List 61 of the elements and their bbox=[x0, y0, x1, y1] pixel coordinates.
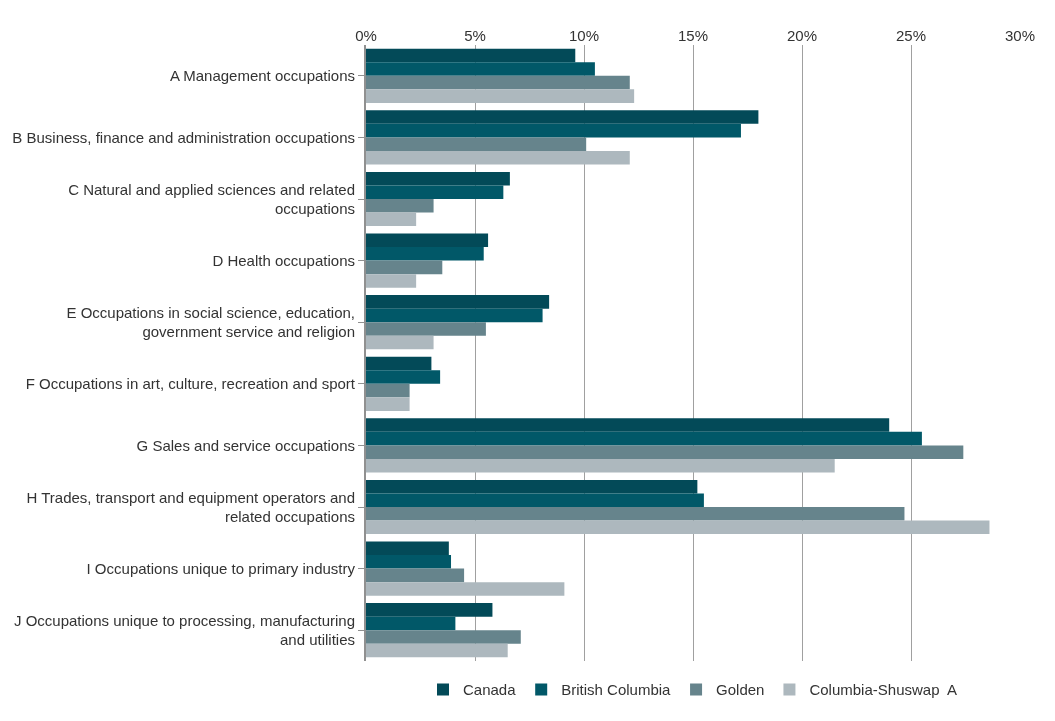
bar bbox=[366, 643, 508, 658]
legend-label: British Columbia bbox=[561, 681, 672, 699]
bar bbox=[366, 75, 630, 90]
bar bbox=[366, 335, 434, 350]
bar bbox=[366, 383, 410, 398]
bar bbox=[366, 123, 741, 138]
bar bbox=[366, 431, 922, 446]
bar bbox=[366, 171, 510, 186]
y-tick-label: B Business, finance and administration occupations bbox=[12, 128, 355, 146]
x-tick-label: 5% bbox=[464, 27, 486, 44]
x-tick-label: 15% bbox=[677, 27, 709, 44]
bar bbox=[366, 568, 465, 583]
bar bbox=[366, 582, 565, 596]
y-tick-label: C Natural and applied sciences and related occupations bbox=[68, 180, 355, 217]
bar bbox=[366, 185, 504, 199]
x-tick-label: 0% bbox=[355, 27, 377, 44]
legend-label: Golden bbox=[716, 681, 765, 699]
bar bbox=[366, 370, 441, 384]
bar bbox=[366, 418, 890, 432]
bar bbox=[366, 233, 489, 248]
bar bbox=[366, 89, 635, 103]
x-tick-label: 30% bbox=[1004, 27, 1036, 44]
y-tick-label: J Occupations unique to processing, manufacturing and utilities bbox=[13, 611, 355, 649]
y-tick-label: E Occupations in social science, education, government service and religion bbox=[66, 303, 355, 341]
y-tick-label: F Occupations in art, culture, recreation and sport bbox=[25, 375, 356, 393]
bar bbox=[366, 62, 595, 76]
legend-label: Columbia-Shuswap A bbox=[809, 681, 958, 699]
bar bbox=[366, 247, 484, 261]
bar bbox=[366, 295, 550, 309]
bar bbox=[366, 555, 452, 569]
y-tick-label: G Sales and service occupations bbox=[136, 436, 355, 454]
bar bbox=[366, 541, 449, 556]
y-tick-label: I Occupations unique to primary industry bbox=[86, 559, 356, 577]
bar bbox=[366, 308, 543, 323]
bar bbox=[366, 150, 630, 165]
bar bbox=[366, 493, 704, 507]
bar bbox=[366, 110, 759, 124]
bar bbox=[366, 603, 493, 617]
y-tick-label: D Health occupations bbox=[212, 251, 355, 269]
bar bbox=[366, 445, 964, 459]
bar bbox=[366, 520, 990, 535]
x-tick-label: 10% bbox=[568, 27, 600, 44]
bar bbox=[366, 137, 587, 151]
bar bbox=[366, 260, 443, 275]
bar bbox=[366, 479, 698, 494]
bar bbox=[366, 48, 576, 63]
bar bbox=[366, 199, 434, 213]
y-tick-label: A Management occupations bbox=[169, 67, 355, 85]
bar bbox=[366, 458, 835, 473]
bar bbox=[366, 397, 410, 411]
y-tick-label: H Trades, transport and equipment operators and related occupations bbox=[26, 488, 355, 525]
bar bbox=[366, 274, 417, 288]
bar bbox=[366, 212, 417, 227]
bar bbox=[366, 356, 432, 371]
bar bbox=[366, 322, 486, 336]
bar bbox=[366, 507, 905, 521]
legend-label: Canada bbox=[463, 681, 517, 699]
x-tick-label: 25% bbox=[895, 27, 927, 44]
bar bbox=[366, 630, 521, 644]
x-tick-label: 20% bbox=[786, 27, 818, 44]
bar bbox=[366, 616, 456, 631]
